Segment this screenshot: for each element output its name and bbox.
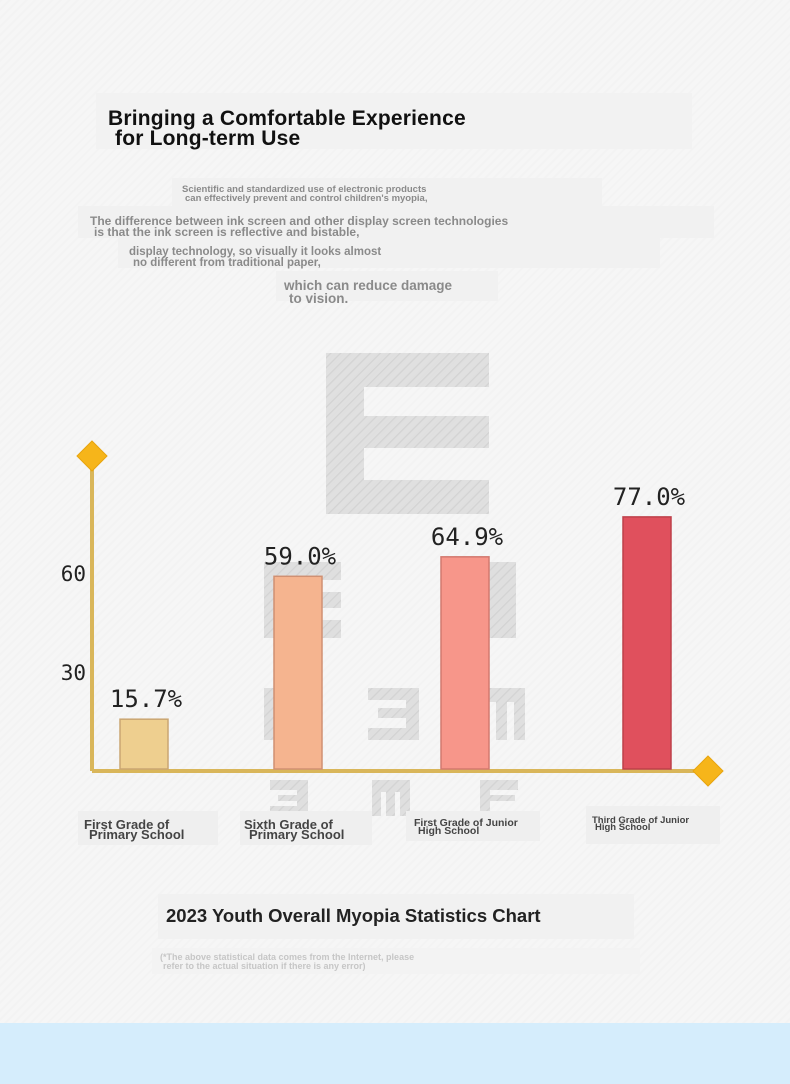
category-label: First Grade of (84, 817, 170, 832)
intro-paragraph-4: which can reduce damage to vision. (276, 271, 498, 306)
bar-value-label: 77.0% (613, 483, 686, 511)
category-label: Primary School (249, 827, 344, 842)
category-label-background (406, 811, 540, 841)
category-label: Third Grade of Junior (592, 815, 689, 826)
title-line-2: for Long-term Use (115, 127, 301, 150)
bar (273, 575, 323, 770)
category-label: Sixth Grade of (244, 817, 334, 832)
category-label-background (78, 811, 218, 845)
bar (119, 718, 169, 770)
intro-p1-line-1: Scientific and standardized use of elect… (182, 184, 427, 195)
bar-value-label: 59.0% (264, 542, 337, 570)
category-label: First Grade of Junior (414, 817, 518, 829)
bar-value-label: 15.7% (110, 685, 183, 713)
category-label-background (240, 811, 372, 845)
bar-value-label: 64.9% (431, 523, 504, 551)
intro-p4-line-2: to vision. (289, 291, 349, 306)
intro-p4-line-1: which can reduce damage (284, 278, 453, 293)
intro-p2-line-2: is that the ink screen is reflective and… (94, 225, 360, 239)
chart-axes (76, 440, 724, 787)
intro-p1-line-2: can effectively prevent and control chil… (185, 193, 428, 204)
y-axis-end-marker (76, 440, 108, 472)
category-label: High School (595, 822, 650, 833)
category-label: Primary School (89, 827, 184, 842)
note-line-2: refer to the actual situation if there i… (163, 961, 366, 971)
category-label-background (586, 806, 720, 844)
title-line-1: Bringing a Comfortable Experience (108, 107, 466, 130)
intro-p3-line-1: display technology, so visually it looks… (129, 246, 382, 258)
intro-p2-line-1: The difference between ink screen and ot… (90, 214, 509, 228)
data-source-note: (*The above statistical data comes from … (152, 948, 640, 974)
chart-bars (119, 516, 672, 770)
chart-caption: 2023 Youth Overall Myopia Statistics Cha… (158, 894, 634, 939)
intro-paragraph-3: display technology, so visually it looks… (118, 238, 660, 269)
intro-paragraph-2: The difference between ink screen and ot… (78, 206, 714, 239)
bar (440, 556, 490, 770)
x-axis-end-marker (692, 755, 724, 787)
chart-caption-text: 2023 Youth Overall Myopia Statistics Cha… (166, 905, 541, 926)
y-tick-label: 60 (61, 562, 86, 586)
y-tick-label: 30 (61, 661, 86, 685)
note-line-1: (*The above statistical data comes from … (160, 952, 415, 962)
category-label: High School (418, 825, 479, 837)
page-title: Bringing a Comfortable Experience for Lo… (96, 93, 692, 150)
intro-paragraph-1: Scientific and standardized use of elect… (172, 178, 602, 210)
intro-p3-line-2: no different from traditional paper, (133, 257, 321, 269)
bottom-band (0, 1023, 790, 1084)
bar (622, 516, 672, 770)
